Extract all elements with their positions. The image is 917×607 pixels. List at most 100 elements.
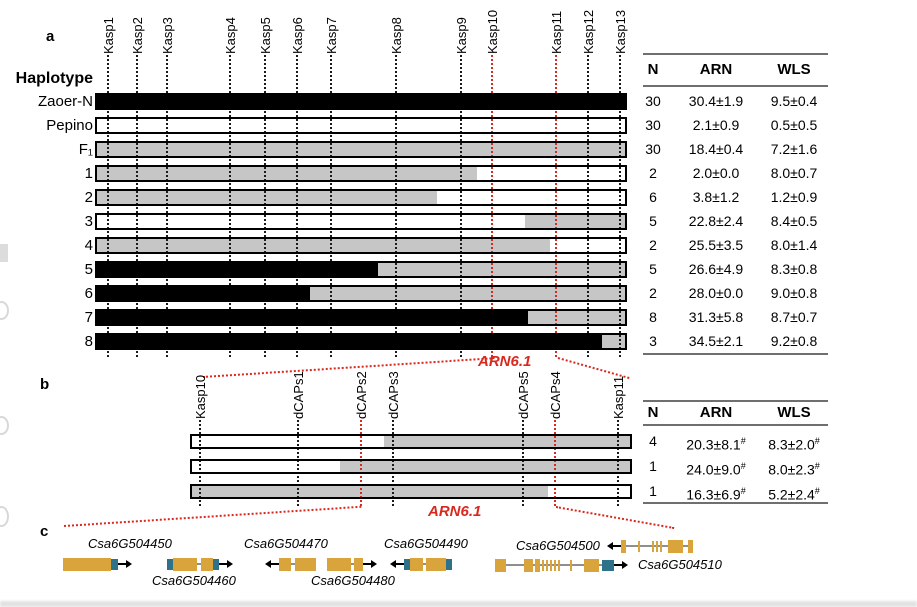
page-edge-artifact [0, 244, 8, 262]
gene-csa6g504470-exon-0 [279, 558, 291, 571]
gene-csa6g504490-utr-0 [404, 559, 410, 570]
gene-csa6g504500-line-11 [683, 545, 688, 547]
gene-csa6g504480-direction-arrow-icon-stem [363, 563, 371, 565]
panel-a-haplotype-bar-3-segment-white [476, 165, 627, 182]
gene-csa6g504500-tick-4 [652, 541, 654, 552]
panel-b-marker-label-dcaps2: dCAPs2 [354, 371, 370, 419]
gene-csa6g504460-label: Csa6G504460 [152, 573, 236, 588]
panel-a-table-row-8-col-0: 2 [649, 285, 657, 301]
gene-csa6g504500-label: Csa6G504500 [516, 538, 600, 553]
panel-b-marker-label-dcaps4: dCAPs4 [548, 371, 564, 419]
fan-b-to-c-left [63, 505, 362, 527]
gene-csa6g504500-line-7 [658, 545, 660, 547]
panel-a-haplotype-bar-5-segment-white [95, 213, 525, 230]
gene-csa6g504490-line-2 [423, 563, 426, 565]
page-bottom-edge [0, 601, 917, 607]
gene-csa6g504510-exon-18 [584, 559, 599, 572]
gene-csa6g504510-exon-4 [535, 559, 540, 572]
panel-a-table-row-9-col-0: 8 [649, 309, 657, 325]
panel-a-table-row-4-col-2: 1.2±0.9 [770, 189, 818, 205]
panel-a-haplotype-bar-3-frame [95, 165, 627, 182]
gene-csa6g504460-exon-3 [201, 558, 213, 571]
gene-csa6g504470-exon-2 [295, 558, 316, 571]
gene-csa6g504490-exon-3 [426, 558, 446, 571]
gene-csa6g504450-label: Csa6G504450 [88, 536, 172, 551]
gene-csa6g504500-tick-8 [660, 541, 662, 552]
panel-b-interval-bar-1-segment-gray [340, 459, 632, 474]
gene-csa6g504500-tick-6 [656, 541, 658, 552]
panel-a-row-label-8: 6 [84, 285, 93, 302]
panel-a-row-label-10: 8 [84, 333, 93, 350]
panel-a-haplotype-bar-9-segment-gray [528, 309, 627, 326]
panel-a-table-header-col-2: WLS [777, 61, 811, 78]
panel-a-table-header-col-0: N [647, 61, 659, 78]
panel-a-marker-line-kasp7 [330, 55, 333, 357]
panel-a-haplotype-bar-5-segment-gray [524, 213, 627, 230]
panel-b-marker-line-dcaps5 [521, 420, 524, 506]
gene-csa6g504490-direction-arrow-icon-head [390, 560, 396, 568]
panel-a-table-row-3-col-1: 2.0±0.0 [692, 165, 740, 181]
panel-a-table-row-1-col-2: 0.5±0.5 [770, 117, 818, 133]
panel-a-haplotype-bar-7-segment-gray [378, 261, 627, 278]
panel-b-table-rule-mid [643, 424, 828, 426]
panel-b-table-row-1-col-0: 1 [649, 458, 657, 474]
panel-a-table-row-5-col-2: 8.4±0.5 [770, 213, 818, 229]
panel-b-label: b [40, 376, 50, 393]
panel-a-haplotype-bar-9-segment-black-overlay [95, 309, 529, 326]
gene-csa6g504500-tick-2 [638, 541, 640, 552]
gene-csa6g504500-line-1 [626, 545, 638, 547]
panel-a-table-row-3-col-0: 2 [649, 165, 657, 181]
page-edge-artifact [0, 416, 9, 435]
panel-a-haplotype-bar-7-frame [95, 261, 627, 278]
panel-a-table-row-7-col-2: 8.3±0.8 [770, 261, 818, 277]
panel-a-table-row-3-col-2: 8.0±0.7 [770, 165, 818, 181]
panel-a-haplotype-bar-2-segment-gray [95, 141, 627, 158]
panel-a-marker-label-kasp9: Kasp9 [454, 17, 470, 54]
panel-a-table-row-6-col-1: 25.5±3.5 [688, 237, 744, 253]
panel-a-marker-line-kasp10 [490, 55, 493, 357]
panel-b-table-header-col-2: WLS [777, 404, 811, 421]
panel-a-marker-line-kasp3 [165, 55, 168, 357]
panel-a-marker-line-kasp4 [229, 55, 232, 357]
gene-csa6g504510-line-19 [599, 564, 602, 566]
panel-b-table-row-0-col-1: 20.3±8.1# [686, 436, 746, 453]
panel-a-row-label-0: Zaoer-N [37, 93, 93, 110]
panel-a-haplotype-bar-8-segment-black-overlay [95, 285, 310, 302]
fan-a-to-b-left [202, 357, 495, 378]
gene-csa6g504490-label: Csa6G504490 [384, 536, 468, 551]
gene-csa6g504500-direction-arrow-icon-stem [613, 545, 621, 547]
panel-b-marker-line-dcaps3 [391, 420, 394, 506]
gene-csa6g504480-exon-2 [354, 558, 363, 571]
panel-a-haplotype-bar-5-frame [95, 213, 627, 230]
fan-b-to-c-right [555, 506, 675, 530]
panel-a-marker-label-kasp12: Kasp12 [581, 9, 597, 54]
gene-csa6g504510-line-17 [572, 564, 584, 566]
panel-a-marker-label-kasp7: Kasp7 [324, 17, 340, 54]
page-edge-artifact [0, 506, 9, 527]
panel-a-table-row-2-col-2: 7.2±1.6 [770, 141, 818, 157]
gene-csa6g504500-exon-10 [668, 540, 683, 553]
gene-csa6g504480-line-1 [351, 563, 354, 565]
panel-b-table-row-0-col-2: 8.3±2.0# [768, 436, 820, 453]
panel-a-haplotype-bar-2-frame [95, 141, 627, 158]
gene-csa6g504510-line-7 [544, 564, 546, 566]
panel-b-interval-bar-2-segment-gray [190, 484, 549, 499]
gene-csa6g504510-line-3 [533, 564, 535, 566]
panel-a-table-row-7-col-1: 26.6±4.9 [688, 261, 744, 277]
panel-a-haplotype-bar-8-frame [95, 285, 627, 302]
gene-csa6g504510-tick-16 [570, 560, 572, 571]
gene-csa6g504460-direction-arrow-icon-head [227, 560, 233, 568]
panel-b-table-row-2-col-0: 1 [649, 483, 657, 499]
panel-a-marker-line-kasp1 [106, 55, 109, 357]
gene-csa6g504490-direction-arrow-icon-stem [396, 563, 404, 565]
gene-csa6g504480-label: Csa6G504480 [311, 573, 395, 588]
gene-csa6g504510-line-13 [556, 564, 558, 566]
panel-a-haplotype-bar-6-frame [95, 237, 627, 254]
panel-b-table-rule-top [643, 400, 828, 402]
gene-csa6g504510-direction-arrow-icon-stem [614, 564, 622, 566]
panel-a-table-rule-top [643, 53, 828, 55]
panel-b-interval-bar-1-segment-white [190, 459, 341, 474]
panel-a-table-row-6-col-2: 8.0±1.4 [770, 237, 818, 253]
panel-a-row-label-6: 4 [84, 237, 93, 254]
panel-a-marker-line-kasp9 [460, 55, 463, 357]
